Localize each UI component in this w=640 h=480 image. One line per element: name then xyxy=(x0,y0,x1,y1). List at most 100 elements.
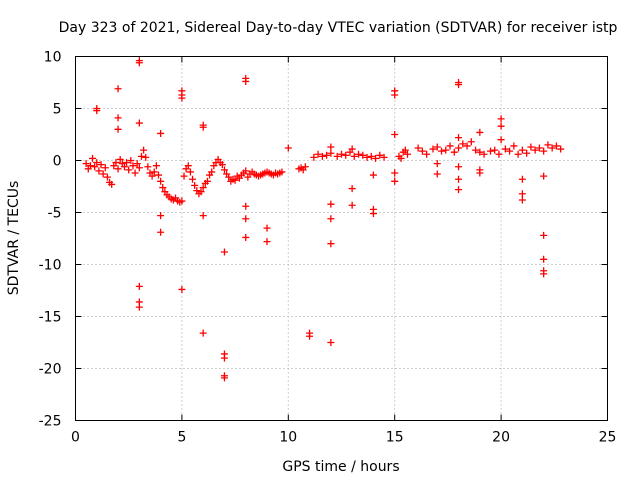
data-point xyxy=(199,329,207,337)
data-point xyxy=(433,170,441,178)
data-point xyxy=(476,128,484,136)
data-point xyxy=(242,167,250,175)
data-point xyxy=(157,129,165,137)
data-point xyxy=(242,77,250,85)
data-point xyxy=(135,282,143,290)
data-point xyxy=(220,354,228,362)
data-point xyxy=(184,162,192,170)
data-point xyxy=(476,169,484,177)
y-tick-label: 10 xyxy=(44,50,62,66)
data-point xyxy=(391,131,399,138)
data-point xyxy=(199,123,207,131)
y-tick-label: -20 xyxy=(39,362,62,378)
data-point xyxy=(438,147,446,155)
data-point xyxy=(506,147,514,155)
data-point xyxy=(135,119,143,127)
data-point xyxy=(548,144,556,152)
data-point xyxy=(372,154,380,162)
data-point xyxy=(99,170,107,178)
data-point xyxy=(93,107,101,115)
data-point xyxy=(455,81,463,89)
data-point xyxy=(135,59,143,67)
x-tick-label: 5 xyxy=(177,430,186,446)
data-point xyxy=(518,146,526,154)
data-point xyxy=(540,172,548,180)
data-point xyxy=(144,163,152,171)
data-point xyxy=(91,163,99,171)
data-point xyxy=(114,165,122,173)
data-point xyxy=(401,146,409,154)
x-axis-label: GPS time / hours xyxy=(282,459,399,475)
data-point xyxy=(414,144,422,152)
data-point xyxy=(120,163,128,171)
y-tick-label: 5 xyxy=(53,102,62,118)
data-point xyxy=(114,85,122,93)
data-point xyxy=(242,202,250,210)
data-point xyxy=(159,184,167,192)
data-point xyxy=(342,151,350,159)
data-point xyxy=(369,171,377,179)
data-point xyxy=(89,154,97,162)
data-point xyxy=(127,157,135,164)
data-point xyxy=(495,150,503,158)
data-point xyxy=(442,146,450,154)
data-point xyxy=(348,201,356,209)
data-point xyxy=(263,238,271,246)
x-tick-label: 10 xyxy=(279,430,297,446)
data-point xyxy=(369,210,377,218)
data-point xyxy=(197,188,205,196)
data-point xyxy=(218,161,226,169)
data-point xyxy=(327,339,335,346)
data-point xyxy=(523,149,531,157)
data-point xyxy=(348,145,356,153)
data-point xyxy=(433,160,441,168)
data-point xyxy=(429,145,437,153)
data-point xyxy=(278,168,286,176)
data-point xyxy=(327,200,335,208)
data-point xyxy=(152,162,160,170)
data-point xyxy=(552,142,560,150)
data-point xyxy=(242,215,250,223)
data-point xyxy=(333,152,341,160)
x-tick-label: 0 xyxy=(71,430,80,446)
data-point xyxy=(338,150,345,158)
data-point xyxy=(191,181,199,189)
data-point xyxy=(125,166,133,174)
data-point xyxy=(397,154,405,162)
data-point xyxy=(544,141,552,149)
data-point xyxy=(450,148,458,156)
data-point xyxy=(178,197,186,205)
data-point xyxy=(101,164,109,172)
data-point xyxy=(301,163,309,171)
data-points xyxy=(82,57,565,382)
data-point xyxy=(225,173,233,181)
data-point xyxy=(446,142,454,150)
data-point xyxy=(148,172,156,180)
x-tick-label: 20 xyxy=(492,430,510,446)
data-point xyxy=(376,151,384,159)
data-point xyxy=(455,134,463,142)
data-point xyxy=(486,147,494,155)
data-point xyxy=(97,161,105,169)
chart-title: Day 323 of 2021, Sidereal Day-to-day VTE… xyxy=(59,20,618,36)
data-point xyxy=(103,173,111,181)
plot-frame xyxy=(75,56,608,421)
data-point xyxy=(327,149,335,157)
data-point xyxy=(137,152,145,160)
data-point xyxy=(472,146,480,154)
data-point xyxy=(497,136,505,144)
data-point xyxy=(510,142,518,150)
data-point xyxy=(327,143,335,151)
data-point xyxy=(129,162,137,170)
x-axis-tick-labels: 0 5 10 15 20 25 xyxy=(71,430,616,446)
data-point xyxy=(131,169,139,177)
data-point xyxy=(220,166,228,174)
data-point xyxy=(140,146,148,154)
axis-ticks xyxy=(75,56,608,421)
data-point xyxy=(95,167,103,175)
data-point xyxy=(116,155,124,163)
data-point xyxy=(497,115,505,123)
y-axis-label: SDTVAR / TECUs xyxy=(6,181,22,296)
data-point xyxy=(220,374,228,382)
data-point xyxy=(380,153,388,161)
